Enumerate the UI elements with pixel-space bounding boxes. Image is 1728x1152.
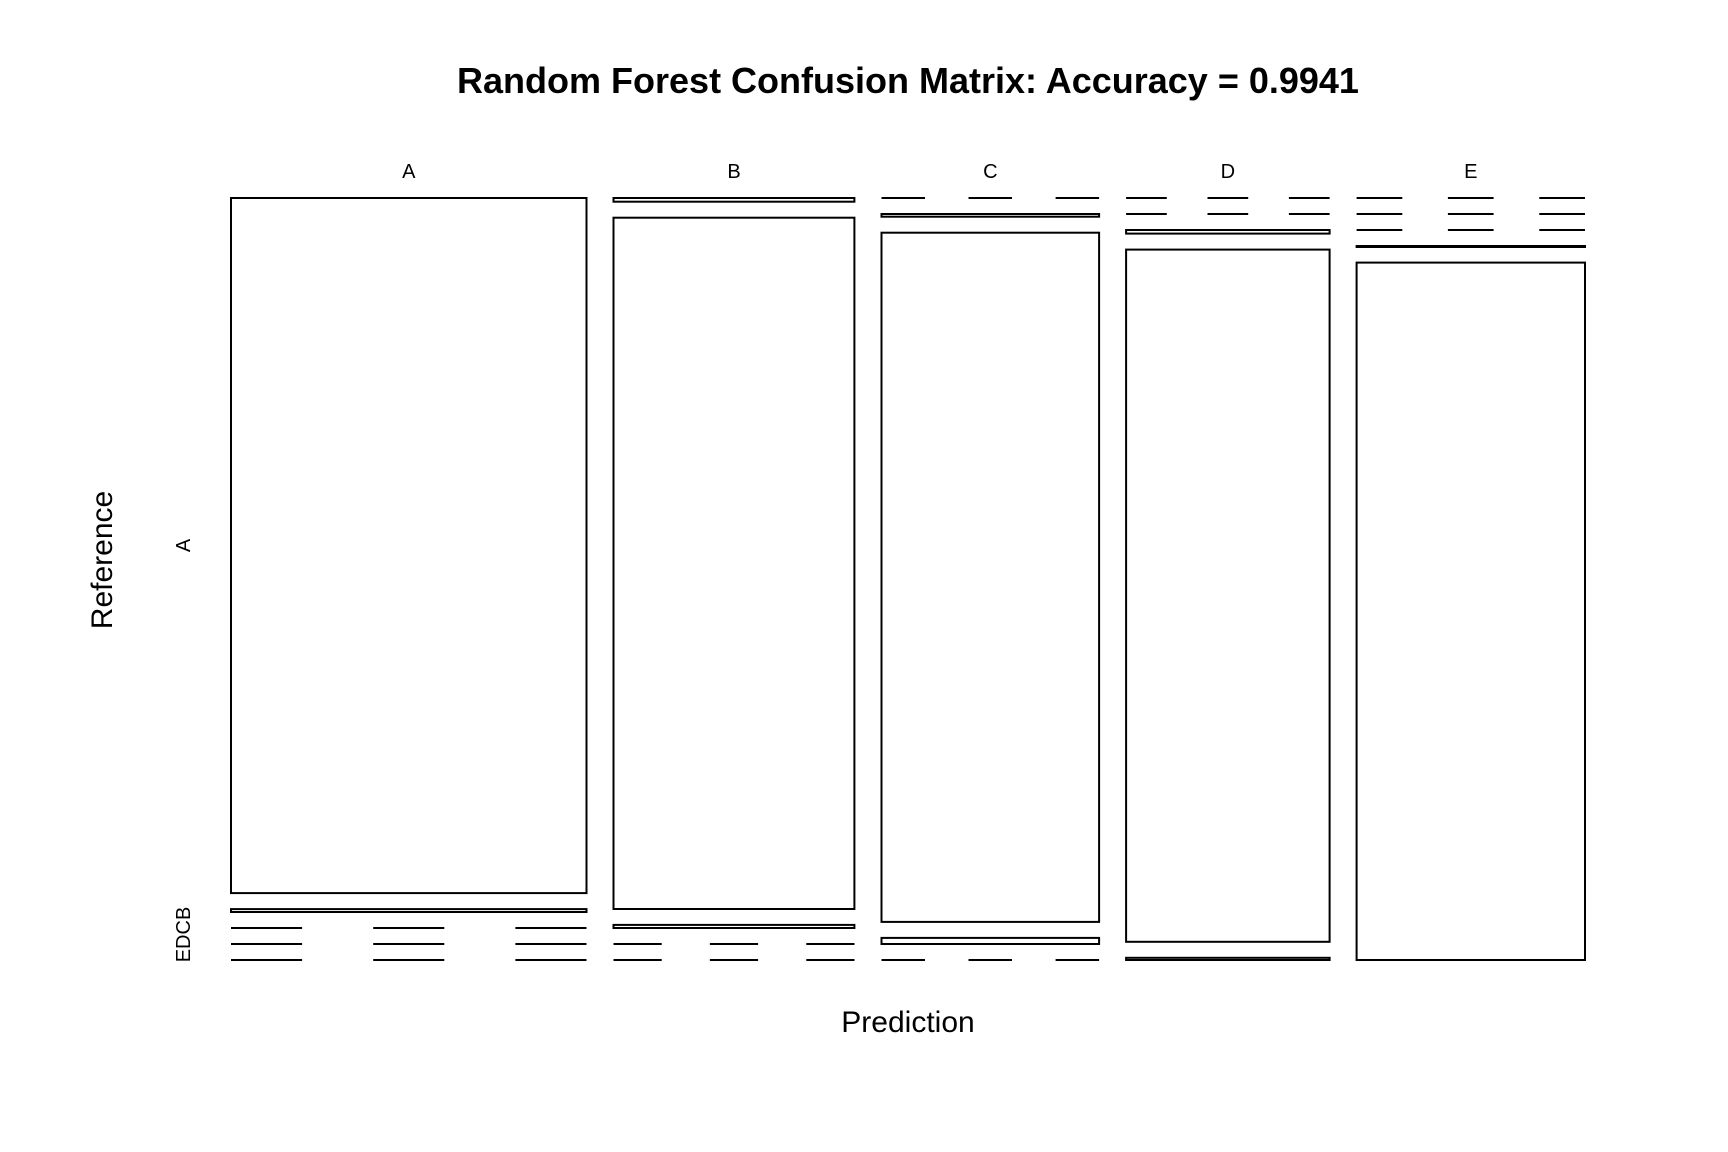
y-tick-labels: A EDCB bbox=[173, 538, 195, 962]
x-tick-label-B: B bbox=[727, 161, 740, 183]
x-tick-label-E: E bbox=[1464, 161, 1477, 183]
cell-pred-D-ref-D bbox=[1125, 248, 1331, 943]
cell-pred-B-ref-B bbox=[612, 216, 856, 910]
cell-pred-D-ref-C bbox=[1125, 229, 1331, 235]
cell-pred-A-ref-B bbox=[230, 908, 588, 913]
cell-pred-D-ref-E bbox=[1125, 956, 1331, 961]
x-tick-label-A: A bbox=[402, 161, 416, 183]
x-axis-label: Prediction bbox=[841, 1006, 974, 1039]
chart-title: Random Forest Confusion Matrix: Accuracy… bbox=[457, 60, 1359, 101]
cell-pred-B-ref-A bbox=[612, 197, 856, 203]
y-tick-label-EDCB: EDCB bbox=[173, 907, 195, 963]
x-tick-label-C: C bbox=[983, 161, 997, 183]
cell-pred-E-ref-E bbox=[1355, 261, 1586, 962]
x-tick-label-D: D bbox=[1221, 161, 1235, 183]
y-tick-label-A: A bbox=[173, 538, 195, 552]
cell-pred-E-ref-D bbox=[1355, 245, 1586, 248]
cell-pred-C-ref-B bbox=[880, 213, 1101, 218]
cell-pred-C-ref-D bbox=[880, 936, 1101, 946]
cell-pred-A-ref-A bbox=[230, 197, 588, 895]
y-axis-label: Reference bbox=[86, 491, 119, 629]
cell-pred-C-ref-C bbox=[880, 231, 1101, 923]
cell-pred-B-ref-C bbox=[612, 923, 856, 930]
mosaic-cells bbox=[230, 197, 1586, 962]
x-tick-labels: A B C D E bbox=[402, 161, 1477, 183]
